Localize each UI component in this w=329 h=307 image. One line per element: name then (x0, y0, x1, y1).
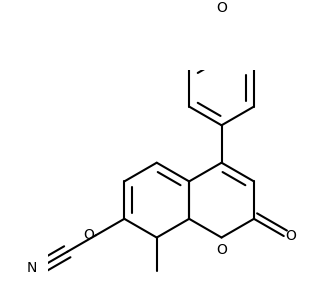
Text: O: O (216, 1, 227, 15)
Text: O: O (285, 229, 296, 243)
Text: O: O (83, 228, 94, 242)
Text: O: O (216, 243, 227, 257)
Text: N: N (27, 261, 37, 275)
